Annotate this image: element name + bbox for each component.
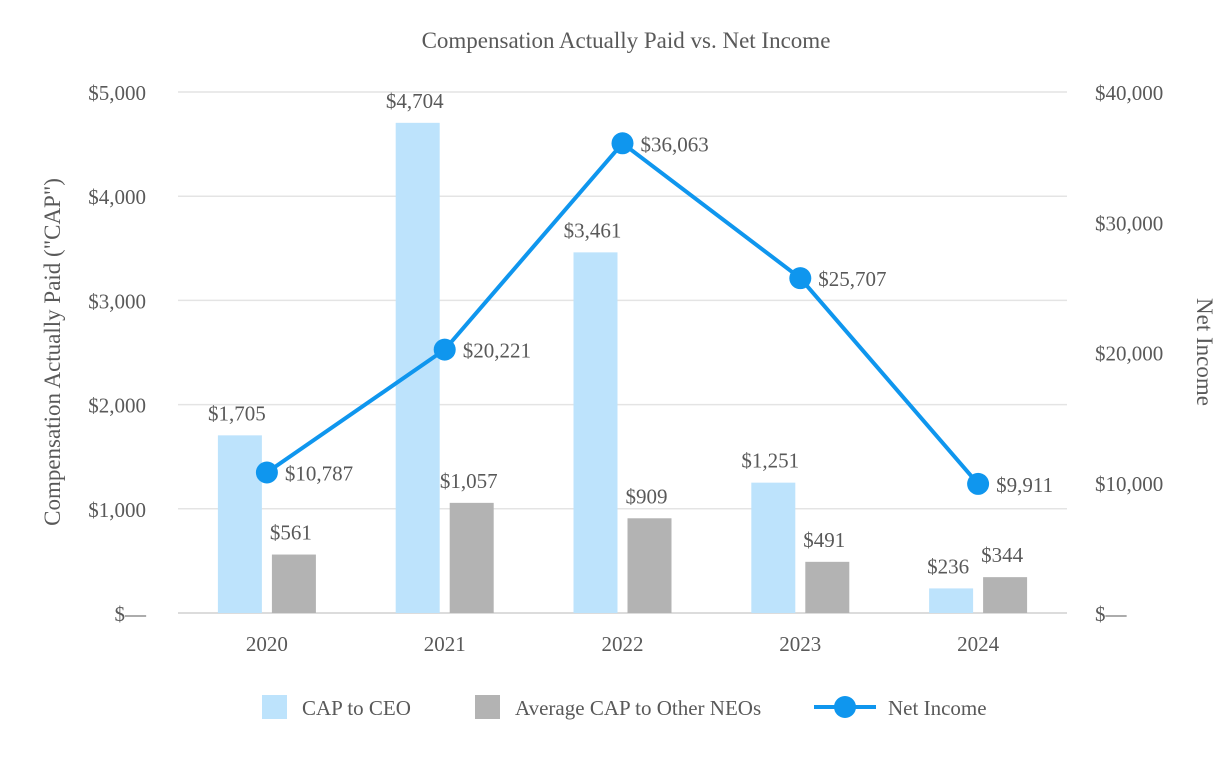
y-axis-label: Compensation Actually Paid ("CAP") bbox=[40, 178, 65, 526]
x-tick-label: 2023 bbox=[779, 632, 821, 656]
net-income-marker bbox=[967, 472, 990, 495]
data-label-average-cap-to-other-neos: $561 bbox=[270, 521, 312, 545]
left-tick-label: $5,000 bbox=[88, 81, 146, 105]
net-income-marker bbox=[611, 132, 634, 155]
x-axis-ticks: 2020 2021 2022 2023 2024 bbox=[246, 632, 1000, 656]
bar-cap-to-ceo bbox=[751, 482, 796, 613]
data-label-cap-to-ceo: $4,704 bbox=[386, 89, 444, 113]
data-label-net-income: $9,911 bbox=[996, 473, 1053, 497]
bar-average-cap-to-other-neos bbox=[449, 502, 494, 613]
net-income-marker bbox=[433, 338, 456, 361]
x-tick-label: 2022 bbox=[602, 632, 644, 656]
data-label-average-cap-to-other-neos: $909 bbox=[626, 484, 668, 508]
right-tick-label: $10,000 bbox=[1095, 472, 1163, 496]
data-label-net-income: $20,221 bbox=[463, 339, 531, 363]
bar-average-cap-to-other-neos bbox=[627, 518, 672, 613]
data-label-average-cap-to-other-neos: $1,057 bbox=[440, 469, 498, 493]
bars bbox=[217, 122, 1028, 613]
legend-label-average-cap-to-other-neos: Average CAP to Other NEOs bbox=[515, 696, 761, 720]
legend-swatch-cap-to-ceo bbox=[262, 695, 287, 719]
x-tick-label: 2020 bbox=[246, 632, 288, 656]
x-tick-label: 2021 bbox=[424, 632, 466, 656]
legend-marker-net-income bbox=[834, 696, 856, 718]
legend-swatch-average-cap-to-other-neos bbox=[475, 695, 500, 719]
y2-axis-label: Net Income bbox=[1192, 298, 1217, 406]
left-tick-label: $— bbox=[115, 602, 148, 626]
right-axis-ticks: $— $10,000 $20,000 $30,000 $40,000 bbox=[1095, 81, 1163, 626]
data-label-cap-to-ceo: $236 bbox=[927, 554, 969, 578]
left-tick-label: $2,000 bbox=[88, 394, 146, 418]
bar-cap-to-ceo bbox=[929, 588, 974, 613]
bar-average-cap-to-other-neos bbox=[805, 561, 850, 613]
right-tick-label: $20,000 bbox=[1095, 342, 1163, 366]
bar-average-cap-to-other-neos bbox=[983, 577, 1028, 613]
left-tick-label: $4,000 bbox=[88, 185, 146, 209]
legend: CAP to CEO Average CAP to Other NEOs Net I… bbox=[262, 695, 987, 720]
data-label-average-cap-to-other-neos: $491 bbox=[803, 528, 845, 552]
legend-label-cap-to-ceo: CAP to CEO bbox=[302, 696, 411, 720]
net-income-line bbox=[265, 141, 980, 486]
right-tick-label: $30,000 bbox=[1095, 211, 1163, 235]
net-income-line-group bbox=[255, 132, 990, 495]
net-income-marker bbox=[789, 267, 812, 290]
data-label-net-income: $25,707 bbox=[818, 267, 886, 291]
data-labels: $1,705 $4,704 $3,461 $1,251 $236 $561 $1,057 $9… bbox=[208, 89, 1053, 579]
left-tick-label: $1,000 bbox=[88, 498, 146, 522]
left-tick-label: $3,000 bbox=[88, 289, 146, 313]
data-label-average-cap-to-other-neos: $344 bbox=[981, 543, 1024, 567]
data-label-net-income: $36,063 bbox=[641, 132, 709, 156]
legend-label-net-income: Net Income bbox=[888, 696, 987, 720]
right-tick-label: $40,000 bbox=[1095, 81, 1163, 105]
right-tick-label: $— bbox=[1095, 602, 1128, 626]
data-label-cap-to-ceo: $1,251 bbox=[741, 449, 799, 473]
chart-title: Compensation Actually Paid vs. Net Incom… bbox=[422, 28, 831, 53]
gridlines bbox=[178, 91, 1067, 614]
data-label-cap-to-ceo: $3,461 bbox=[564, 218, 622, 242]
bar-cap-to-ceo bbox=[573, 252, 618, 613]
net-income-marker bbox=[255, 461, 278, 484]
left-axis-ticks: $— $1,000 $2,000 $3,000 $4,000 $5,000 bbox=[88, 81, 147, 626]
bar-cap-to-ceo bbox=[217, 435, 262, 613]
data-label-net-income: $10,787 bbox=[285, 461, 353, 485]
data-label-cap-to-ceo: $1,705 bbox=[208, 401, 266, 425]
bar-average-cap-to-other-neos bbox=[271, 554, 316, 613]
x-tick-label: 2024 bbox=[957, 632, 1000, 656]
